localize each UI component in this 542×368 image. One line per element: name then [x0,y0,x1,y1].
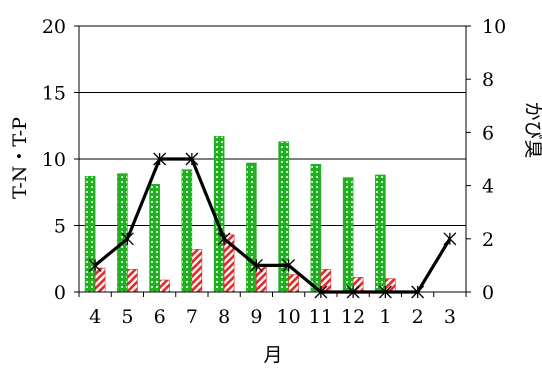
line-point-marker [249,258,263,272]
line-point-marker [217,232,231,246]
x-tick-label: 11 [309,306,333,328]
bar [191,249,203,293]
y-left-tick-label: 20 [42,16,66,38]
bar [256,265,267,293]
bar [310,164,322,293]
y-right-tick-label: 2 [482,229,494,251]
line-point-marker [282,258,296,272]
bar [278,141,289,293]
y-right-tick-label: 10 [482,16,506,38]
line-point-marker [153,152,167,166]
bar [342,177,354,293]
line-series [88,152,457,299]
bar [94,267,106,293]
y-left-tick-label: 0 [54,282,66,304]
x-tick-label: 12 [341,306,365,328]
y-right-tick-label: 4 [482,176,494,198]
bar [159,279,170,293]
y-left-tick-label: 15 [42,83,66,105]
y-right-tick-label: 6 [482,122,494,144]
x-tick-label: 2 [412,306,424,328]
y-left-tick-label: 10 [42,149,66,171]
x-tick-label: 10 [277,306,301,328]
x-tick-label: 1 [379,306,391,328]
bar [246,162,257,293]
y-axis-left-title: T-N・T-P [9,117,31,199]
bar [288,274,299,293]
bar [149,183,160,293]
bar [375,174,386,293]
x-tick-label: 8 [218,306,230,328]
bars [84,136,396,293]
bar [84,175,96,293]
y-left-tick-label: 5 [54,216,66,238]
x-tick-label: 3 [444,306,456,328]
y-right-tick-label: 0 [482,282,494,304]
x-tick-label: 4 [89,306,101,328]
y-right-tick-label: 8 [482,69,494,91]
line-point-marker [120,232,134,246]
line-point-marker [185,152,199,166]
line-point-marker [88,258,102,272]
bar [320,269,332,293]
x-tick-label: 6 [154,306,166,328]
bar [117,173,128,293]
y-axis-right-title: かび臭 [522,101,542,158]
x-tick-label: 5 [121,306,133,328]
x-tick-label: 7 [186,306,198,328]
bar [181,169,193,293]
bar [127,269,138,293]
x-axis-title: 月 [263,344,282,366]
gridlines [79,92,466,226]
x-tick-label: 9 [250,306,262,328]
line-point-marker [443,232,457,246]
